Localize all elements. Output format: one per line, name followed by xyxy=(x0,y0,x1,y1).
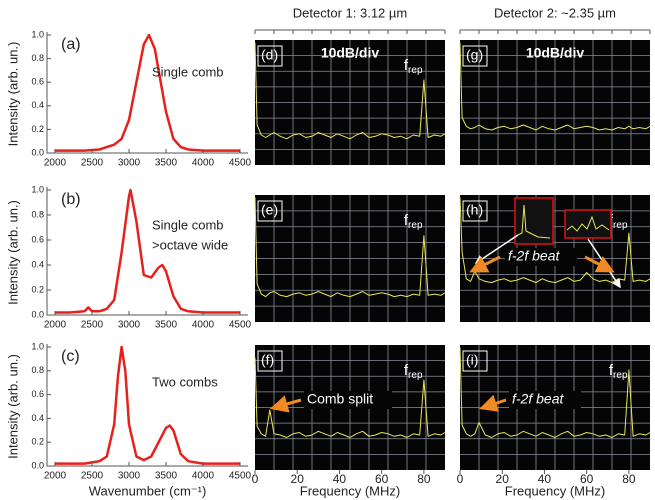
panel-label: (g) xyxy=(466,47,483,63)
y-tick-label: 0.4 xyxy=(31,100,44,110)
page: {"chart_data": [ {"type": "line", "panel… xyxy=(0,0,655,500)
x-tick-label: 3500 xyxy=(155,158,178,169)
y-axis-label: Intensity (arb. un.) xyxy=(5,200,20,305)
frep-subscript: rep xyxy=(408,370,423,381)
panel-label: (c) xyxy=(61,348,80,365)
column-title: Detector 1: 3.12 µm xyxy=(293,5,407,20)
x-tick-label: 2000 xyxy=(44,158,67,169)
annotation: Single comb xyxy=(152,64,224,79)
frep-subscript: rep xyxy=(613,370,628,381)
panel-label: (a) xyxy=(61,36,81,53)
annotation: f-2f beat xyxy=(512,391,564,407)
x-tick-label: 2500 xyxy=(81,158,104,169)
x-axis-label: Frequency (MHz) xyxy=(300,483,400,498)
panel-label: (h) xyxy=(466,202,483,218)
panel-label: (i) xyxy=(466,352,478,368)
y-tick-label: 0.0 xyxy=(31,309,44,319)
x-tick-label: 3000 xyxy=(118,471,141,482)
x-tick-label: 2500 xyxy=(81,471,104,482)
y-tick-label: 0.4 xyxy=(31,413,44,423)
panel-label: (d) xyxy=(261,47,278,63)
frep-subscript: rep xyxy=(613,220,628,231)
panel-label: (e) xyxy=(261,202,278,218)
y-tick-label: 1.0 xyxy=(31,29,44,39)
annotation: Single comb xyxy=(152,217,224,232)
y-tick-label: 0.0 xyxy=(31,460,44,470)
y-tick-label: 0.6 xyxy=(31,77,44,87)
y-tick-label: 0.2 xyxy=(31,284,44,294)
x-tick-label: 2000 xyxy=(44,320,67,331)
x-tick-label: 4500 xyxy=(229,320,252,331)
x-tick-label: 4000 xyxy=(192,471,215,482)
y-tick-label: 0.8 xyxy=(31,209,44,219)
annotation: Two combs xyxy=(152,374,218,389)
x-tick-label: 3000 xyxy=(118,158,141,169)
panel-label: (b) xyxy=(61,191,81,208)
x-tick-label: 80 xyxy=(622,472,636,486)
x-tick-label: 80 xyxy=(417,472,431,486)
scale-label: 10dB/div xyxy=(321,45,380,61)
x-tick-label: 2500 xyxy=(81,320,104,331)
y-tick-label: 1.0 xyxy=(31,184,44,194)
x-tick-label: 4000 xyxy=(192,158,215,169)
annotation: Comb split xyxy=(307,391,373,407)
x-tick-label: 3500 xyxy=(155,471,178,482)
inset xyxy=(565,210,611,238)
y-tick-label: 0.8 xyxy=(31,365,44,375)
inset xyxy=(515,198,553,244)
annotation: >octave wide xyxy=(152,237,228,252)
x-tick-label: 2000 xyxy=(44,471,67,482)
frep-subscript: rep xyxy=(408,65,423,76)
y-axis-label: Intensity (arb. un.) xyxy=(5,354,20,459)
x-axis-label: Wavenumber (cm⁻¹) xyxy=(89,483,207,498)
x-tick-label: 0 xyxy=(457,472,464,486)
frep-subscript: rep xyxy=(408,220,423,231)
spectrum-line xyxy=(55,347,240,464)
x-tick-label: 0 xyxy=(252,472,259,486)
y-tick-label: 0.2 xyxy=(31,437,44,447)
spectrum-line xyxy=(55,35,240,151)
annotation: f-2f beat xyxy=(508,248,560,264)
x-tick-label: 3500 xyxy=(155,320,178,331)
x-tick-label: 4000 xyxy=(192,320,215,331)
x-tick-label: 3000 xyxy=(118,320,141,331)
y-tick-label: 0.2 xyxy=(31,124,44,134)
y-tick-label: 0.8 xyxy=(31,53,44,63)
y-tick-label: 0.6 xyxy=(31,234,44,244)
x-tick-label: 4500 xyxy=(229,471,252,482)
figure: 0.00.20.40.60.81.02000250030003500400045… xyxy=(0,0,655,500)
scale-label: 10dB/div xyxy=(526,45,585,61)
y-tick-label: 0.4 xyxy=(31,259,44,269)
panel-label: (f) xyxy=(261,352,274,368)
x-tick-label: 4500 xyxy=(229,158,252,169)
x-axis-label: Frequency (MHz) xyxy=(505,483,605,498)
y-tick-label: 0.0 xyxy=(31,147,44,157)
y-tick-label: 0.6 xyxy=(31,389,44,399)
y-axis-label: Intensity (arb. un.) xyxy=(5,42,20,147)
column-title: Detector 2: ~2.35 µm xyxy=(494,5,616,20)
y-tick-label: 1.0 xyxy=(31,341,44,351)
